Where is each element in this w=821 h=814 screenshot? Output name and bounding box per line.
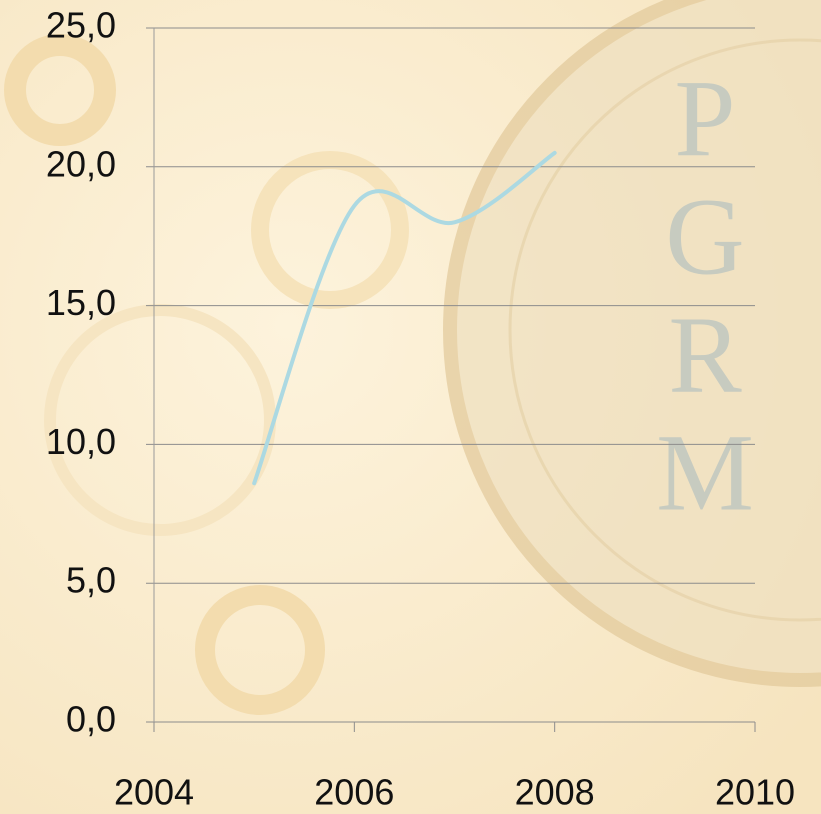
watermark-letter: G (665, 175, 744, 297)
y-tick-label: 15,0 (46, 282, 116, 323)
x-tick-label: 2010 (715, 772, 795, 813)
chart: PGRM 0,0 5,0 10,0 15,0 20,0 25,0 2004 2006 2008 2… (0, 0, 821, 814)
x-tick-label: 2004 (114, 772, 194, 813)
y-tick-label: 20,0 (46, 143, 116, 184)
y-tick-label: 10,0 (46, 421, 116, 462)
y-tick-label: 0,0 (66, 699, 116, 740)
watermark-letter: P (674, 57, 735, 179)
x-tick-label: 2008 (515, 772, 595, 813)
x-tick-label: 2006 (314, 772, 394, 813)
page: {"chart_data": {"type": "line", "x": [20… (0, 0, 821, 814)
watermark-letter: R (668, 293, 742, 415)
y-tick-label: 25,0 (46, 5, 116, 46)
y-tick-label: 5,0 (66, 560, 116, 601)
watermark-letter: M (656, 411, 754, 533)
